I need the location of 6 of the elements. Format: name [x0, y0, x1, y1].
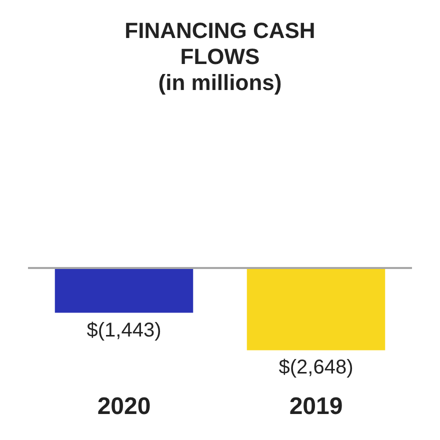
chart-subtitle: (in millions) [158, 70, 282, 96]
data-label: $(2,648) [278, 356, 354, 379]
x-tick-label: 2020 [97, 393, 151, 420]
data-label: $(1,443) [86, 319, 162, 342]
x-tick-label: 2019 [289, 393, 343, 420]
chart-title: FINANCING CASH FLOWS [124, 18, 316, 70]
